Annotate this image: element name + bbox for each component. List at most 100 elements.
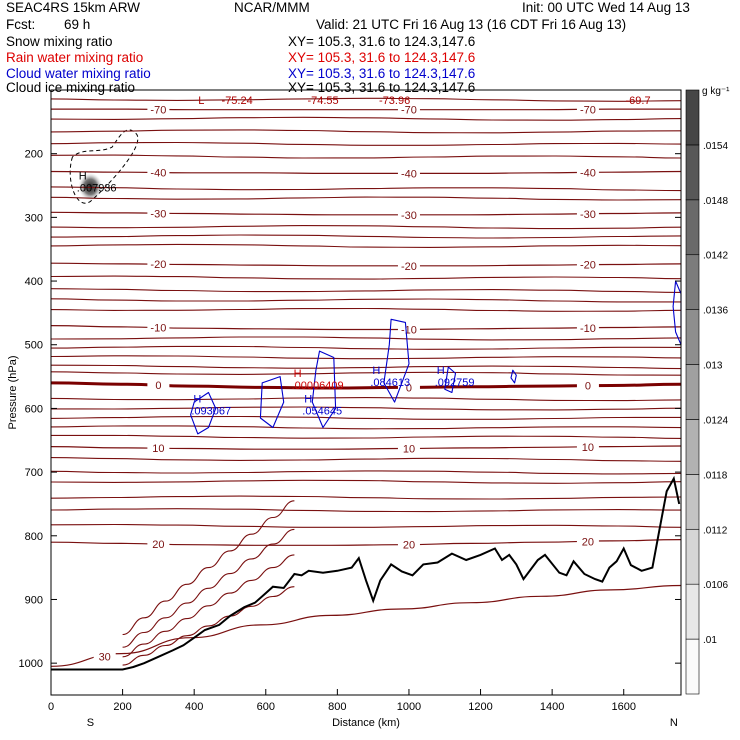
isotherm-label-bg <box>576 379 599 392</box>
isotherm-label-bg <box>576 258 599 271</box>
x-axis-label: Distance (km) <box>332 717 400 729</box>
x-tick-label: 1000 <box>397 701 421 713</box>
isotherm-label: 20 <box>152 539 164 551</box>
x-tick-label: 200 <box>113 701 131 713</box>
isotherm-line <box>50 154 682 159</box>
cloud-water-contour <box>510 369 517 384</box>
isotherm-label-bg <box>397 442 420 455</box>
isotherm-line <box>50 495 682 500</box>
top-min-label: L <box>198 95 204 107</box>
x-tick-label: 600 <box>257 701 275 713</box>
isotherm-label: 20 <box>403 540 415 552</box>
top-min-label: -74.55 <box>307 95 338 107</box>
isotherm-line <box>50 196 682 201</box>
cloud-water-contour <box>444 366 457 394</box>
isotherm-line <box>50 397 682 402</box>
isotherm-line <box>122 554 295 658</box>
isotherm-line <box>50 234 682 239</box>
y-tick-label: 500 <box>25 340 43 352</box>
colorbar-label: .0136 <box>703 306 728 317</box>
isotherm-30 <box>50 584 682 667</box>
cloud-water-contour <box>383 318 410 403</box>
colorbar-segment <box>685 419 700 475</box>
max-marker: H <box>304 393 312 405</box>
isotherm-label: 10 <box>152 443 164 455</box>
top-min-label: -69.7 <box>626 95 651 107</box>
colorbar-label: .0154 <box>703 141 728 152</box>
isotherm-line <box>50 508 682 513</box>
y-tick-label: 200 <box>25 149 43 161</box>
max-marker: H <box>437 365 445 377</box>
isotherm-label-bg <box>397 208 420 221</box>
isotherm-line <box>50 479 682 484</box>
colorbar-label: .0124 <box>703 415 728 426</box>
isotherm-label: -70 <box>580 104 596 116</box>
y-axis-label: Pressure (hPa) <box>7 356 19 430</box>
isotherm-label: 10 <box>403 443 415 455</box>
field-cloud-water-xy: XY= 105.3, 31.6 to 124.3,147.6 <box>288 66 476 81</box>
max-marker: H <box>193 393 201 405</box>
isotherm-line <box>122 586 295 666</box>
cloud-water-contour <box>672 280 682 346</box>
field-rain-name: Rain water mixing ratio <box>6 50 144 65</box>
colorbar-segment <box>685 474 700 530</box>
south-label: S <box>87 717 94 729</box>
isotherm-line <box>50 345 682 350</box>
field-cloud-ice-name: Cloud ice mixing ratio <box>6 80 136 95</box>
isotherm-line <box>50 275 682 280</box>
valid-time: Valid: 21 UTC Fri 16 Aug 13 (16 CDT Fri … <box>316 17 627 32</box>
colorbar-segment <box>685 309 700 365</box>
isotherm-line <box>122 528 295 648</box>
isotherm-line <box>50 129 682 134</box>
max-value: .007936 <box>77 183 117 195</box>
max-value: .00006409 <box>292 380 344 392</box>
forecast-hour: 69 h <box>64 17 91 32</box>
colorbar-label: .0148 <box>703 196 728 207</box>
y-tick-label: 900 <box>25 594 43 606</box>
isotherm-line <box>50 225 682 230</box>
org-label: NCAR/MMM <box>234 0 310 15</box>
max-marker: H <box>79 171 87 183</box>
isotherm-label: -70 <box>401 105 417 117</box>
max-marker: H <box>372 365 380 377</box>
snow-contour <box>69 129 139 204</box>
isotherm-label-bg <box>147 103 170 116</box>
colorbar-label: .0106 <box>703 580 728 591</box>
isotherm-label: 0 <box>155 380 161 392</box>
snow-shading <box>78 172 103 201</box>
y-tick-label: 1000 <box>19 658 43 670</box>
terrain-line <box>50 475 681 671</box>
isotherm-label: 0 <box>585 381 591 393</box>
max-value: .084613 <box>370 377 410 389</box>
field-snow-xy: XY= 105.3, 31.6 to 124.3,147.6 <box>288 34 476 49</box>
isotherm-line <box>50 371 682 376</box>
colorbar-segment <box>685 254 700 310</box>
isotherm-label-bg <box>576 103 599 116</box>
x-tick-label: 1400 <box>540 701 564 713</box>
isotherm-label: -20 <box>580 260 596 272</box>
isotherm-label-bg <box>147 258 170 271</box>
isotherm-label: -30 <box>150 208 166 220</box>
y-tick-label: 400 <box>25 276 43 288</box>
isotherm-label: 10 <box>582 442 594 454</box>
isotherm-line <box>50 457 682 462</box>
isotherm-line <box>50 470 682 475</box>
isotherm-line <box>50 97 682 102</box>
isotherm-line <box>50 243 682 248</box>
top-min-label: -75.24 <box>222 95 253 107</box>
isotherm-line <box>50 425 682 430</box>
isotherm-label: 20 <box>582 536 594 548</box>
isotherm-label-bg <box>576 166 599 179</box>
y-tick-label: 600 <box>25 403 43 415</box>
colorbar-unit: g kg⁻¹ <box>702 86 730 97</box>
colorbar-segment <box>685 528 700 585</box>
isotherm-line <box>51 434 682 439</box>
colorbar-segment <box>685 638 700 695</box>
init-time: Init: 00 UTC Wed 14 Aug 13 <box>522 0 690 15</box>
isotherm-label: -10 <box>150 323 166 335</box>
isotherm-label: -30 <box>401 210 417 222</box>
colorbar-segment <box>685 583 700 640</box>
isotherm-label: -40 <box>580 167 596 179</box>
isotherm-label-bg <box>576 535 599 548</box>
